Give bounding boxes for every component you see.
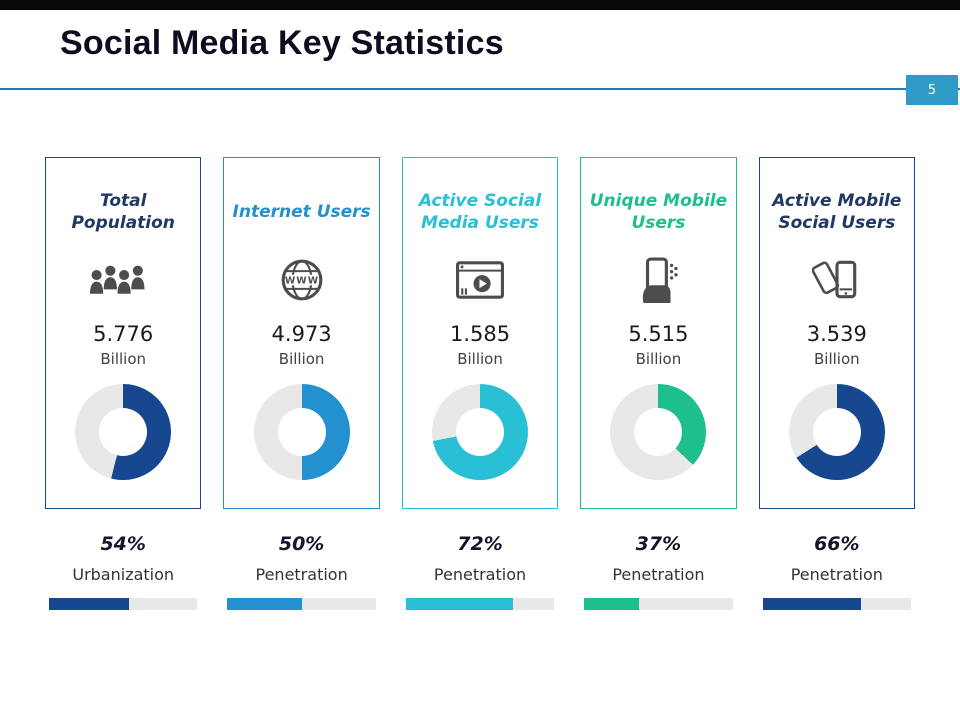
metric-label: Penetration (433, 565, 527, 584)
card-value: 3.539 (806, 322, 867, 346)
metric-label: Penetration (612, 565, 705, 584)
card-unit: Billion (100, 350, 147, 368)
card-value: 1.585 (449, 322, 511, 346)
metric-label: Urbanization (72, 565, 175, 584)
progress-bar-fill (762, 598, 861, 610)
percent-value: 72% (457, 533, 503, 555)
card-value: 4.973 (271, 322, 332, 346)
card-unit: Billion (635, 350, 682, 368)
video-player-icon (456, 252, 505, 308)
card-value: 5.776 (93, 322, 154, 346)
card-unit: Billion (457, 350, 503, 368)
progress-bar-fill (227, 598, 302, 610)
card-title: Unique Mobile Users (589, 190, 728, 233)
stat-cards-row: Total Population 5.776 Billion Internet … (45, 157, 916, 509)
donut-hole (456, 408, 505, 456)
percent-value: 66% (814, 533, 860, 555)
donut-hole (634, 408, 683, 456)
card-title: Internet Users (232, 201, 371, 222)
slide-title: Social Media Key Statistics (60, 24, 504, 62)
metric-label: Penetration (790, 565, 883, 584)
progress-bar-fill (405, 598, 513, 610)
percent-value: 50% (278, 533, 325, 555)
page-number: 5 (927, 82, 937, 98)
card-title: Active Social Media Users (418, 190, 542, 233)
people-group-icon (90, 252, 156, 308)
metric-label: Penetration (255, 565, 348, 584)
donut-hole (99, 408, 148, 456)
stat-summary-internet-users: 50% Penetration (223, 533, 379, 610)
stat-card-unique-mobile-users: Unique Mobile Users 5.515 Billion (580, 157, 737, 509)
svg-text:WWW: WWW (285, 276, 319, 287)
progress-bar-fill (49, 598, 130, 610)
progress-bar (49, 598, 198, 610)
card-title: Active Mobile Social Users (772, 190, 902, 233)
stat-summary-active-social-media-users: 72% Penetration (402, 533, 558, 610)
stat-summary-total-population: 54% Urbanization (45, 533, 201, 610)
stat-summary-unique-mobile-users: 37% Penetration (580, 533, 736, 610)
stat-summary-active-mobile-social-users: 66% Penetration (759, 533, 915, 610)
percent-value: 54% (100, 533, 146, 555)
donut-hole (277, 408, 326, 456)
top-black-bar (0, 0, 960, 10)
hand-holding-phone-icon (637, 252, 679, 308)
title-divider (0, 88, 960, 90)
page-number-badge: 5 (906, 75, 958, 105)
stat-card-internet-users: Internet Users WWW 4.973 Billion (223, 157, 380, 509)
donut-hole (812, 408, 861, 456)
card-unit: Billion (278, 350, 325, 368)
stat-card-total-population: Total Population 5.776 Billion (45, 157, 202, 509)
donut-chart (610, 384, 707, 480)
progress-bar (405, 598, 555, 610)
progress-bar (762, 598, 912, 610)
donut-chart (432, 384, 529, 480)
dual-phones-icon (811, 252, 862, 308)
donut-chart (788, 384, 885, 480)
card-unit: Billion (814, 350, 860, 368)
progress-bar (584, 598, 733, 610)
progress-bar-fill (584, 598, 640, 610)
stat-card-active-mobile-social-users: Active Mobile Social Users 3.539 Billion (758, 157, 916, 509)
donut-chart (75, 384, 172, 480)
bottom-stats-row: 54% Urbanization 50% Penetration 72% Pen… (45, 533, 915, 610)
progress-bar (227, 598, 376, 610)
stat-card-active-social-media-users: Active Social Media Users 1.585 Billion (401, 157, 559, 509)
card-title: Total Population (71, 190, 175, 233)
globe-www-icon: WWW (279, 252, 325, 308)
percent-value: 37% (635, 533, 682, 555)
card-value: 5.515 (628, 322, 689, 346)
donut-chart (253, 384, 350, 480)
